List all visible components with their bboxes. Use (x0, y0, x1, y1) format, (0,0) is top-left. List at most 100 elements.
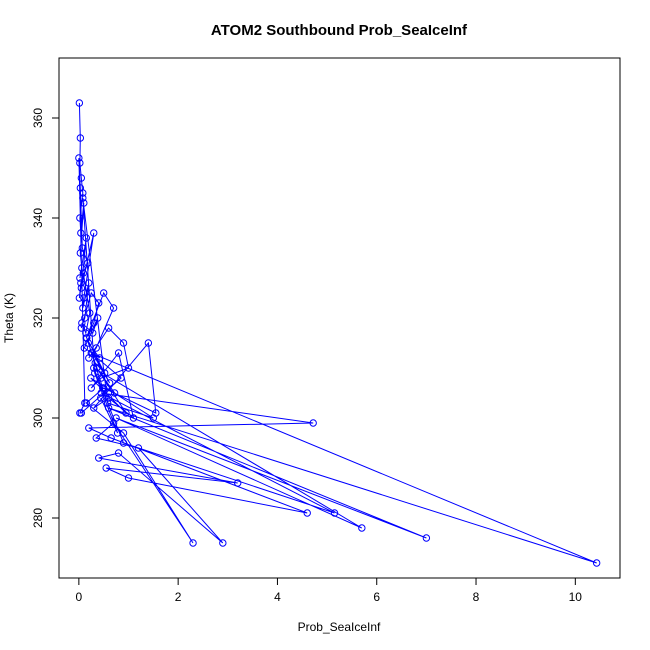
data-point (303, 509, 311, 517)
x-tick-label: 2 (175, 590, 182, 604)
data-point (91, 359, 99, 367)
data-point (104, 394, 113, 402)
data-point (99, 289, 108, 297)
data-point (77, 229, 85, 237)
y-tick-label: 320 (31, 308, 45, 328)
data-point (92, 434, 100, 442)
data-point (77, 174, 86, 182)
data-point (97, 389, 105, 397)
data-point (97, 394, 105, 402)
data-point (189, 539, 197, 547)
x-axis-label: Prob_SeaIceInf (298, 620, 381, 634)
data-point (79, 304, 87, 312)
data-point (76, 249, 85, 257)
data-point (78, 264, 86, 272)
y-tick-label: 300 (31, 408, 45, 428)
data-point (86, 309, 94, 317)
data-point (98, 384, 107, 392)
data-point (79, 269, 88, 277)
data-point (129, 414, 138, 422)
data-point (105, 379, 114, 387)
data-point (80, 344, 89, 352)
data-point (90, 229, 98, 237)
data-point (77, 324, 86, 332)
data-point (76, 274, 84, 282)
data-point (90, 319, 98, 327)
data-point (87, 289, 95, 297)
data-point (77, 284, 86, 292)
data-point (80, 199, 88, 207)
data-point (84, 259, 92, 267)
data-point (592, 559, 601, 567)
data-point (82, 234, 91, 242)
data-point (87, 384, 95, 392)
data-point (85, 424, 93, 432)
x-tick-label: 0 (76, 590, 83, 604)
data-point (90, 364, 98, 372)
data-point (234, 479, 242, 487)
data-point (76, 134, 85, 142)
data-point (114, 449, 123, 457)
data-point (96, 354, 104, 362)
data-point (77, 279, 85, 287)
data-point (124, 474, 133, 482)
data-point (124, 364, 133, 372)
data-point (309, 419, 317, 427)
data-point (87, 374, 95, 382)
data-point (75, 154, 83, 162)
data-point (92, 344, 100, 352)
data-point (78, 319, 86, 327)
data-point (119, 339, 128, 347)
data-point (90, 404, 98, 412)
data-point (89, 329, 97, 337)
data-point (94, 314, 102, 322)
y-tick-label: 280 (31, 508, 45, 528)
data-point (75, 294, 84, 302)
data-point (112, 414, 120, 422)
data-point (110, 389, 119, 397)
data-point (104, 324, 113, 332)
data-point (76, 159, 84, 167)
data-point (95, 299, 103, 307)
x-tick-label: 4 (274, 590, 281, 604)
data-point (113, 429, 122, 437)
data-point (107, 434, 115, 442)
data-point (97, 374, 105, 382)
data-point (75, 99, 84, 107)
data-point (76, 214, 84, 222)
data-point (95, 454, 103, 462)
data-point (104, 404, 113, 412)
series-layer (75, 99, 601, 567)
x-tick-label: 6 (373, 590, 380, 604)
data-point (83, 334, 91, 342)
data-point (109, 304, 118, 312)
data-point (76, 409, 84, 417)
data-point (80, 294, 88, 302)
data-point (219, 539, 227, 547)
data-point (122, 409, 130, 417)
data-point (117, 374, 125, 382)
data-point (422, 534, 431, 542)
data-point (119, 439, 128, 447)
y-tick-label: 340 (31, 208, 45, 228)
data-point (134, 444, 143, 452)
y-axis: 280 300 320 340 360 (31, 108, 60, 528)
data-point (144, 339, 153, 347)
x-tick-label: 8 (473, 590, 480, 604)
data-point (79, 194, 87, 202)
plot-frame (58, 57, 621, 579)
data-point (93, 364, 101, 372)
data-point (358, 524, 366, 532)
data-point (149, 414, 158, 422)
data-point (78, 244, 87, 252)
y-tick-label: 360 (31, 108, 45, 128)
data-point (91, 369, 99, 377)
x-axis: 0 2 4 6 8 10 (76, 577, 583, 604)
chart-title: ATOM2 Southbound Prob_SeaIceInf (211, 22, 468, 39)
series-line (78, 102, 597, 564)
x-tick-label: 10 (569, 590, 583, 604)
data-point (84, 339, 92, 347)
data-point (81, 399, 89, 407)
data-point (88, 349, 96, 357)
